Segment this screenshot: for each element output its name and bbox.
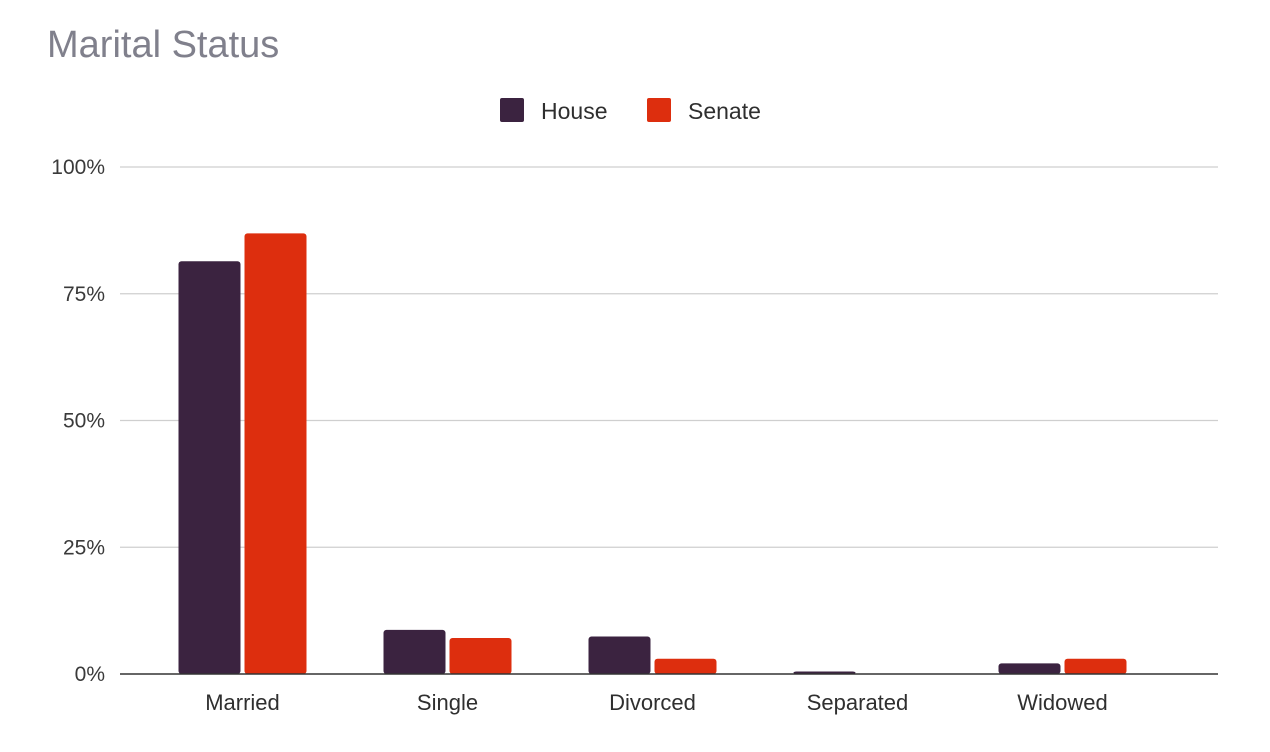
y-tick-label: 0%	[75, 663, 105, 686]
legend-label-house: House	[541, 98, 607, 124]
legend-swatch-house	[500, 98, 524, 122]
y-tick-label: 75%	[63, 283, 105, 306]
bars	[178, 233, 1127, 675]
x-category-label: Divorced	[609, 690, 696, 715]
x-axis-categories: Married Single Divorced Separated Widowed	[205, 690, 1108, 715]
bar-senate-divorced	[654, 658, 717, 674]
x-category-label: Widowed	[1017, 690, 1107, 715]
bar-house-divorced	[588, 636, 651, 674]
y-axis-ticks: 0% 25% 50% 75% 100%	[51, 156, 105, 686]
bar-house-single	[383, 629, 446, 674]
chart-title: Marital Status	[47, 24, 279, 66]
legend-swatch-senate	[647, 98, 671, 122]
x-category-label: Single	[417, 690, 478, 715]
x-category-label: Married	[205, 690, 280, 715]
bar-senate-single	[449, 638, 512, 674]
y-tick-label: 25%	[63, 536, 105, 559]
legend-label-senate: Senate	[688, 98, 761, 124]
y-tick-label: 100%	[51, 156, 105, 179]
legend: House Senate	[500, 98, 761, 124]
x-category-label: Separated	[807, 690, 909, 715]
bar-senate-widowed	[1064, 658, 1127, 674]
bar-house-married	[178, 261, 241, 674]
y-tick-label: 50%	[63, 410, 105, 433]
bar-house-widowed	[998, 663, 1061, 674]
bar-senate-married	[244, 233, 307, 675]
